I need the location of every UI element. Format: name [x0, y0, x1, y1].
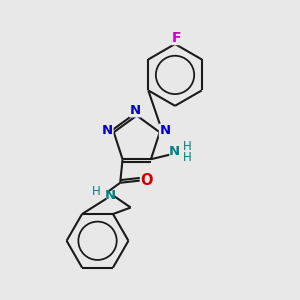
Text: H: H	[92, 185, 101, 198]
Text: N: N	[105, 189, 116, 202]
Text: F: F	[172, 31, 181, 44]
Text: H: H	[183, 151, 192, 164]
Text: N: N	[160, 124, 171, 137]
Text: H: H	[183, 140, 192, 153]
Text: N: N	[130, 104, 141, 117]
Text: N: N	[169, 145, 180, 158]
Text: O: O	[140, 173, 153, 188]
Text: N: N	[102, 124, 113, 137]
